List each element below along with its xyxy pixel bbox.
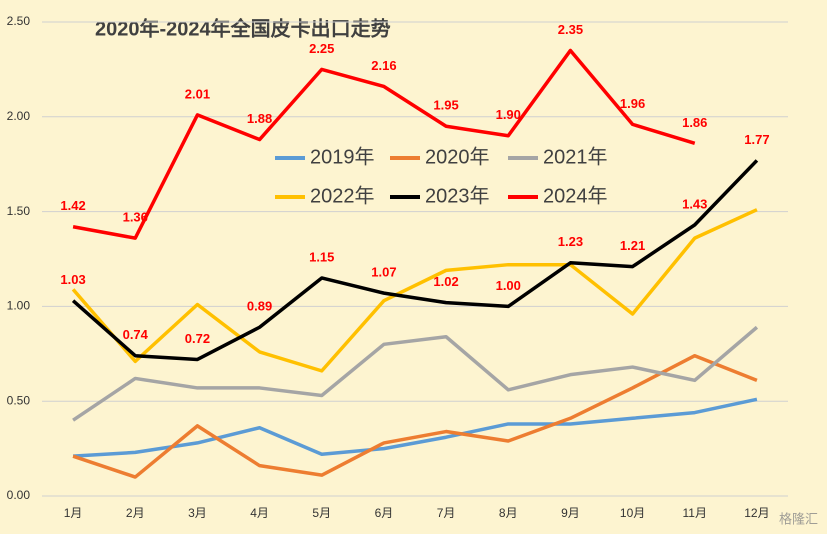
data-label: 1.15 [309, 249, 334, 264]
legend-label: 2020年 [425, 145, 490, 168]
data-label: 1.77 [744, 132, 769, 147]
data-label: 0.89 [247, 299, 272, 314]
y-tick-label: 0.00 [7, 488, 31, 502]
data-label: 1.07 [371, 265, 396, 280]
x-tick-label: 6月 [375, 506, 394, 520]
data-label: 1.88 [247, 111, 272, 126]
series-line [72, 48, 696, 240]
data-label: 1.96 [620, 96, 645, 111]
x-tick-label: 3月 [188, 506, 207, 520]
y-tick-label: 2.00 [7, 109, 31, 123]
data-label: 2.35 [558, 22, 583, 37]
legend-label: 2019年 [310, 145, 375, 168]
x-tick-label: 7月 [437, 506, 456, 520]
data-label: 1.90 [496, 107, 521, 122]
data-label: 1.95 [433, 98, 458, 113]
data-label: 0.72 [185, 331, 210, 346]
data-label: 2.01 [185, 86, 210, 101]
legend-label: 2021年 [543, 145, 608, 168]
data-label: 1.42 [60, 198, 85, 213]
x-tick-label: 12月 [744, 506, 769, 520]
data-label: 1.03 [60, 272, 85, 287]
data-label: 0.74 [123, 327, 149, 342]
legend-label: 2023年 [425, 184, 490, 207]
x-tick-label: 8月 [499, 506, 518, 520]
x-tick-label: 11月 [683, 506, 707, 520]
data-label: 1.43 [682, 196, 707, 211]
x-tick-label: 5月 [312, 506, 331, 520]
chart-title: 2020年-2024年全国皮卡出口走势 [95, 16, 391, 40]
series-line [72, 353, 758, 479]
y-tick-label: 1.50 [7, 204, 31, 218]
series-line [71, 208, 758, 373]
x-tick-label: 4月 [250, 506, 269, 520]
series-line [71, 159, 759, 362]
y-tick-label: 1.00 [7, 299, 31, 313]
y-tick-label: 0.50 [7, 393, 31, 407]
data-label: 1.02 [433, 274, 458, 289]
series-line [72, 397, 758, 458]
data-label: 2.25 [309, 41, 334, 56]
legend-label: 2022年 [310, 184, 375, 207]
series-line [72, 325, 759, 422]
x-tick-label: 2月 [126, 506, 145, 520]
watermark: 格隆汇 [779, 511, 818, 526]
data-label: 1.86 [682, 115, 707, 130]
data-label: 1.36 [123, 210, 148, 225]
data-label: 1.00 [496, 278, 521, 293]
legend-label: 2024年 [543, 184, 608, 207]
y-tick-label: 2.50 [7, 14, 31, 28]
data-label: 2.16 [371, 58, 396, 73]
x-tick-label: 10月 [620, 506, 645, 520]
x-tick-label: 1月 [64, 506, 83, 520]
data-label: 1.23 [558, 234, 583, 249]
x-tick-label: 9月 [561, 506, 580, 520]
data-label: 1.21 [620, 238, 645, 253]
